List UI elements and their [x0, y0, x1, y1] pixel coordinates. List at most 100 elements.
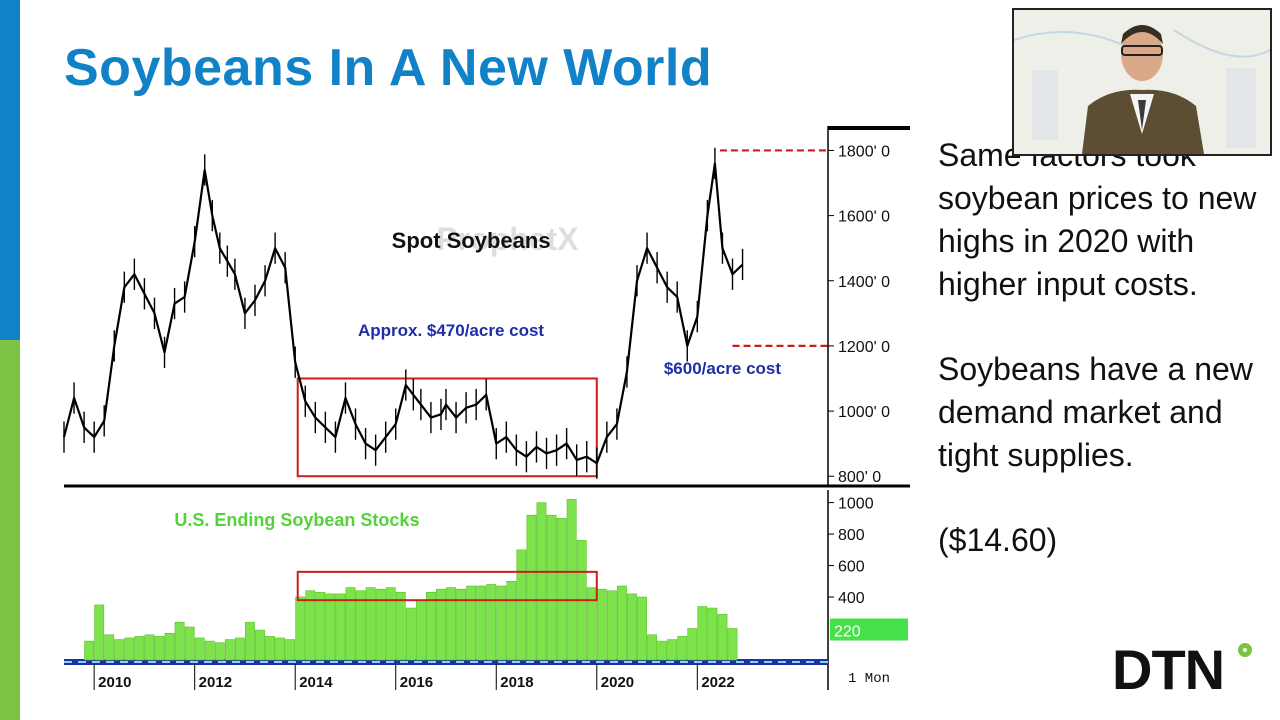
- presenter-image: [1014, 10, 1270, 154]
- price-series-line: [62, 162, 744, 465]
- bullet-3: ($14.60): [938, 522, 1058, 558]
- stocks-bar: [697, 606, 708, 661]
- stocks-bar: [606, 590, 617, 661]
- bullet-list: Same factors took soybean prices to new …: [938, 134, 1258, 604]
- dtn-logo: DTN: [1112, 638, 1225, 701]
- stocks-bar: [566, 499, 577, 661]
- stocks-bar: [546, 514, 557, 661]
- stocks-bar: [84, 640, 95, 661]
- stocks-bar: [657, 640, 668, 661]
- price-panel: 800' 0 1000' 0 1200' 0 1400' 0 1600' 0 1800' …: [62, 126, 910, 488]
- stocks-bar: [114, 639, 125, 661]
- annotation-470-cost: Approx. $470/acre cost: [358, 321, 544, 340]
- stocks-bar: [275, 637, 286, 661]
- stocks-bar: [385, 587, 396, 661]
- stocks-bar: [446, 587, 456, 661]
- annotation-600-cost: $600/acre cost: [664, 359, 782, 378]
- price-y-tick-label: 800' 0: [838, 469, 881, 486]
- stocks-bar: [214, 642, 225, 661]
- stocks-y-tick-label: 1000: [838, 496, 874, 513]
- stocks-bar: [245, 621, 255, 661]
- stocks-bar: [727, 628, 738, 661]
- price-y-tick-label: 1400' 0: [838, 274, 890, 291]
- x-tick-label: 2012: [199, 674, 232, 691]
- stocks-bar: [104, 634, 115, 661]
- stocks-bar: [224, 639, 235, 661]
- x-tick-label: 2014: [299, 674, 333, 691]
- stocks-bar: [335, 593, 346, 661]
- stocks-bar: [325, 593, 336, 661]
- stocks-bar: [255, 629, 265, 661]
- stocks-bar: [124, 637, 135, 661]
- stocks-bar: [194, 637, 205, 661]
- last-value-label: 220: [834, 624, 861, 641]
- x-tick-label: 2018: [500, 674, 533, 691]
- stocks-bar: [425, 592, 436, 661]
- stocks-bar: [375, 588, 386, 661]
- stocks-bar: [637, 596, 647, 661]
- stocks-bar: [627, 593, 637, 661]
- stocks-bar: [144, 634, 155, 661]
- stocks-bar: [134, 636, 145, 661]
- stocks-bar: [365, 587, 376, 661]
- stocks-bar: [476, 585, 487, 661]
- stocks-bar: [506, 580, 517, 661]
- stocks-bar: [436, 588, 446, 661]
- stocks-bar: [677, 636, 688, 661]
- dtn-logo-dot: [1238, 643, 1252, 657]
- stocks-bar: [174, 621, 185, 661]
- stocks-bar: [285, 639, 296, 661]
- price-y-tick-label: 1200' 0: [838, 339, 890, 356]
- slide-title: Soybeans In A New World: [64, 39, 713, 97]
- stocks-y-tick-label: 800: [838, 527, 865, 544]
- stocks-bar: [536, 502, 547, 661]
- period-label: 1 Mon: [848, 671, 890, 687]
- stocks-bar: [456, 588, 467, 661]
- stocks-panel: 400 600 800 1000 U.S. Ending Soybean Stocks 2…: [64, 490, 908, 691]
- stocks-bar: [234, 637, 245, 661]
- stocks-bar: [647, 634, 658, 661]
- bullet-2: Soybeans have a new demand market and ti…: [938, 351, 1253, 473]
- x-tick-label: 2010: [98, 674, 131, 691]
- stocks-bar: [355, 590, 366, 661]
- stocks-bar: [616, 585, 627, 661]
- price-y-tick-label: 1600' 0: [838, 209, 890, 226]
- stocks-bar: [717, 614, 728, 661]
- x-tick-label: 2020: [601, 674, 634, 691]
- stocks-bar: [395, 592, 406, 661]
- watermark: ProphetX: [436, 221, 579, 257]
- price-chart-title: Spot Soybeans: [392, 228, 551, 253]
- presenter-video: [1012, 8, 1272, 156]
- stocks-bar: [164, 632, 175, 661]
- stocks-bar: [667, 639, 678, 661]
- bullet-1: Same factors took soybean prices to new …: [938, 137, 1257, 302]
- stocks-bar: [687, 628, 698, 661]
- left-accent-blue: [0, 0, 20, 340]
- stocks-bar: [516, 549, 527, 661]
- x-tick-label: 2016: [400, 674, 433, 691]
- stocks-bar: [305, 590, 316, 661]
- stocks-bar: [486, 584, 497, 661]
- stocks-highlight-box: [296, 570, 598, 602]
- stocks-bar: [94, 604, 105, 661]
- stocks-bar: [496, 585, 507, 661]
- stocks-bar: [707, 607, 718, 661]
- price-y-tick-label: 1000' 0: [838, 404, 890, 421]
- stocks-bar: [586, 587, 597, 661]
- last-value-badge: [830, 618, 908, 641]
- stocks-chart-title: U.S. Ending Soybean Stocks: [174, 510, 419, 530]
- price-highlight-box: [296, 377, 598, 478]
- stocks-bar: [204, 640, 215, 661]
- stocks-bar: [295, 596, 306, 661]
- stocks-bar: [154, 636, 165, 661]
- stocks-bar: [345, 587, 356, 661]
- stocks-bar: [265, 636, 276, 661]
- price-y-tick-label: 1800' 0: [838, 143, 890, 160]
- x-tick-label: 2022: [701, 674, 734, 691]
- left-accent-green: [0, 340, 20, 720]
- soybean-chart: 800' 0 1000' 0 1200' 0 1400' 0 1600' 0 1800' …: [62, 126, 910, 691]
- stocks-bar: [596, 588, 607, 661]
- stocks-bar: [466, 585, 477, 661]
- stocks-bar: [315, 592, 326, 661]
- stocks-bar: [405, 607, 416, 661]
